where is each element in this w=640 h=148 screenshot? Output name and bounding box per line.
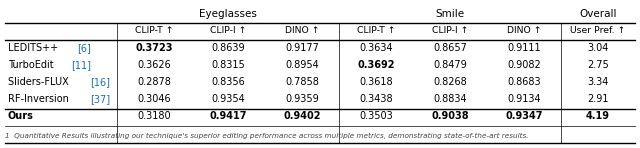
Text: 0.3634: 0.3634 <box>359 43 393 53</box>
Text: [37]: [37] <box>91 94 111 104</box>
Text: 0.9134: 0.9134 <box>507 94 541 104</box>
Text: 0.8834: 0.8834 <box>433 94 467 104</box>
Text: DINO ↑: DINO ↑ <box>507 26 541 35</box>
Text: RF-Inversion: RF-Inversion <box>8 94 72 104</box>
Text: TurboEdit: TurboEdit <box>8 60 57 70</box>
Text: [6]: [6] <box>77 43 91 53</box>
Text: 3.34: 3.34 <box>588 77 609 87</box>
Text: 0.3723: 0.3723 <box>135 43 173 53</box>
Text: 0.8639: 0.8639 <box>211 43 245 53</box>
Text: 0.9038: 0.9038 <box>431 111 469 121</box>
Text: CLIP-T ↑: CLIP-T ↑ <box>356 26 396 35</box>
Text: 0.8683: 0.8683 <box>507 77 541 87</box>
Text: 0.8954: 0.8954 <box>285 60 319 70</box>
Text: 0.3503: 0.3503 <box>359 111 393 121</box>
Text: 3.04: 3.04 <box>588 43 609 53</box>
Text: 1  Quantitative Results illustrating our technique's superior editing performanc: 1 Quantitative Results illustrating our … <box>5 133 529 139</box>
Text: 0.8356: 0.8356 <box>211 77 245 87</box>
Text: 0.9359: 0.9359 <box>285 94 319 104</box>
Text: 0.9111: 0.9111 <box>507 43 541 53</box>
Text: 2.75: 2.75 <box>587 60 609 70</box>
Text: 0.9177: 0.9177 <box>285 43 319 53</box>
Text: [11]: [11] <box>71 60 91 70</box>
Text: 4.19: 4.19 <box>586 111 610 121</box>
Text: 0.8479: 0.8479 <box>433 60 467 70</box>
Text: 2.91: 2.91 <box>588 94 609 104</box>
Text: Sliders-FLUX: Sliders-FLUX <box>8 77 72 87</box>
Text: 0.3618: 0.3618 <box>359 77 393 87</box>
Text: LEDITS++: LEDITS++ <box>8 43 61 53</box>
Text: 0.9417: 0.9417 <box>209 111 247 121</box>
Text: Eyeglasses: Eyeglasses <box>199 9 257 18</box>
Text: [16]: [16] <box>90 77 111 87</box>
Text: 0.3438: 0.3438 <box>359 94 393 104</box>
Text: CLIP-T ↑: CLIP-T ↑ <box>135 26 173 35</box>
Text: 0.3692: 0.3692 <box>357 60 395 70</box>
Text: 0.3626: 0.3626 <box>137 60 171 70</box>
Text: 0.8657: 0.8657 <box>433 43 467 53</box>
Text: 0.9354: 0.9354 <box>211 94 245 104</box>
Text: 0.8268: 0.8268 <box>433 77 467 87</box>
Text: CLIP-I ↑: CLIP-I ↑ <box>210 26 246 35</box>
Text: 0.2878: 0.2878 <box>137 77 171 87</box>
Text: 0.3180: 0.3180 <box>137 111 171 121</box>
Text: DINO ↑: DINO ↑ <box>285 26 319 35</box>
Text: 0.9402: 0.9402 <box>284 111 321 121</box>
Text: User Pref. ↑: User Pref. ↑ <box>570 26 626 35</box>
Text: Smile: Smile <box>435 9 465 18</box>
Text: 0.9082: 0.9082 <box>507 60 541 70</box>
Text: 0.8315: 0.8315 <box>211 60 245 70</box>
Text: 0.7858: 0.7858 <box>285 77 319 87</box>
Text: Overall: Overall <box>579 9 617 18</box>
Text: Ours: Ours <box>8 111 34 121</box>
Text: 0.3046: 0.3046 <box>137 94 171 104</box>
Text: CLIP-I ↑: CLIP-I ↑ <box>432 26 468 35</box>
Text: 0.9347: 0.9347 <box>505 111 543 121</box>
